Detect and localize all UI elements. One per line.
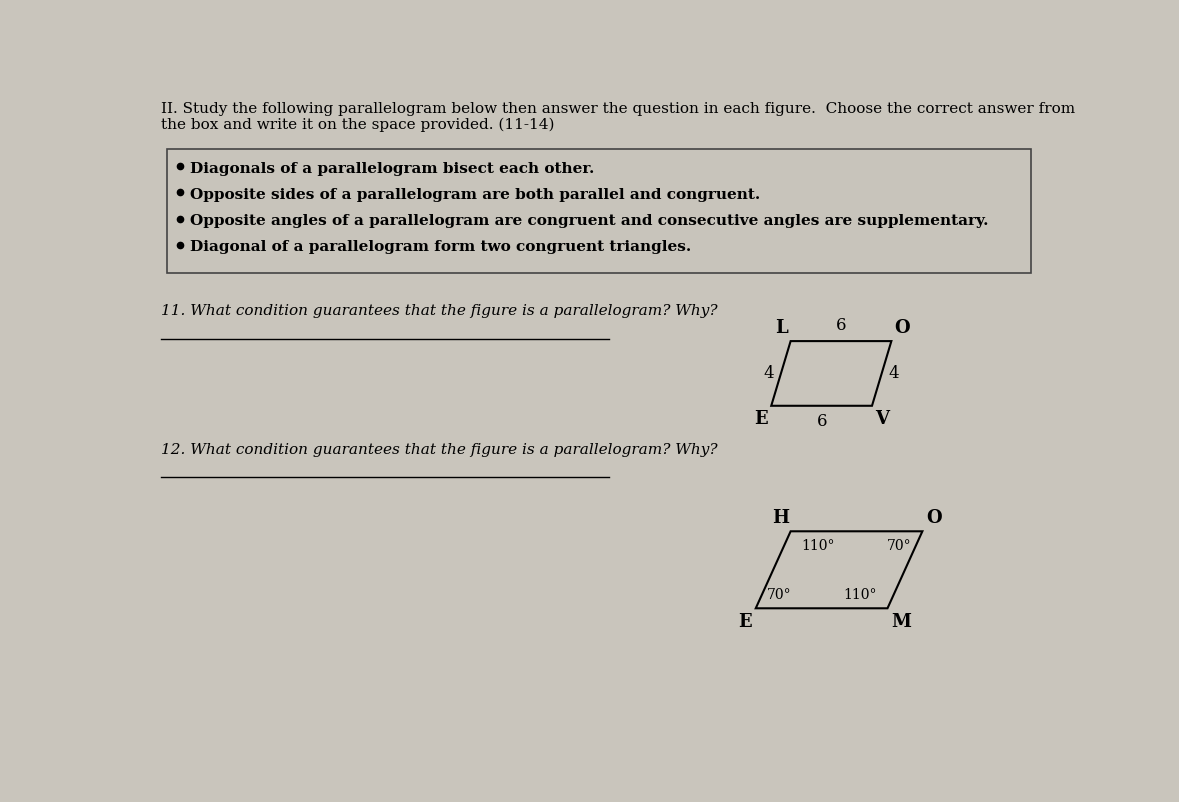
Text: 6: 6 bbox=[836, 317, 847, 334]
Text: 70°: 70° bbox=[766, 588, 791, 602]
Text: M: M bbox=[891, 613, 911, 631]
Text: 70°: 70° bbox=[887, 539, 911, 553]
Text: E: E bbox=[738, 613, 752, 631]
Text: the box and write it on the space provided. (11-14): the box and write it on the space provid… bbox=[162, 118, 555, 132]
Text: II. Study the following parallelogram below then answer the question in each fig: II. Study the following parallelogram be… bbox=[162, 103, 1075, 116]
Text: L: L bbox=[775, 319, 788, 338]
Text: Diagonal of a parallelogram form two congruent triangles.: Diagonal of a parallelogram form two con… bbox=[190, 241, 691, 254]
Text: V: V bbox=[875, 410, 889, 427]
Text: O: O bbox=[895, 319, 910, 338]
Text: Opposite angles of a parallelogram are congruent and consecutive angles are supp: Opposite angles of a parallelogram are c… bbox=[190, 214, 988, 228]
Text: O: O bbox=[927, 508, 942, 527]
Text: 110°: 110° bbox=[843, 588, 877, 602]
Text: H: H bbox=[772, 508, 789, 527]
Text: 4: 4 bbox=[763, 365, 773, 382]
Text: 110°: 110° bbox=[802, 539, 835, 553]
Text: 11. What condition guarantees that the figure is a parallelogram? Why?: 11. What condition guarantees that the f… bbox=[162, 304, 718, 318]
Text: E: E bbox=[755, 410, 769, 427]
FancyBboxPatch shape bbox=[166, 148, 1030, 273]
Text: 4: 4 bbox=[889, 365, 900, 382]
Text: Diagonals of a parallelogram bisect each other.: Diagonals of a parallelogram bisect each… bbox=[190, 162, 594, 176]
Text: 12. What condition guarantees that the figure is a parallelogram? Why?: 12. What condition guarantees that the f… bbox=[162, 443, 718, 457]
Text: Opposite sides of a parallelogram are both parallel and congruent.: Opposite sides of a parallelogram are bo… bbox=[190, 188, 760, 202]
Text: 6: 6 bbox=[816, 413, 826, 430]
